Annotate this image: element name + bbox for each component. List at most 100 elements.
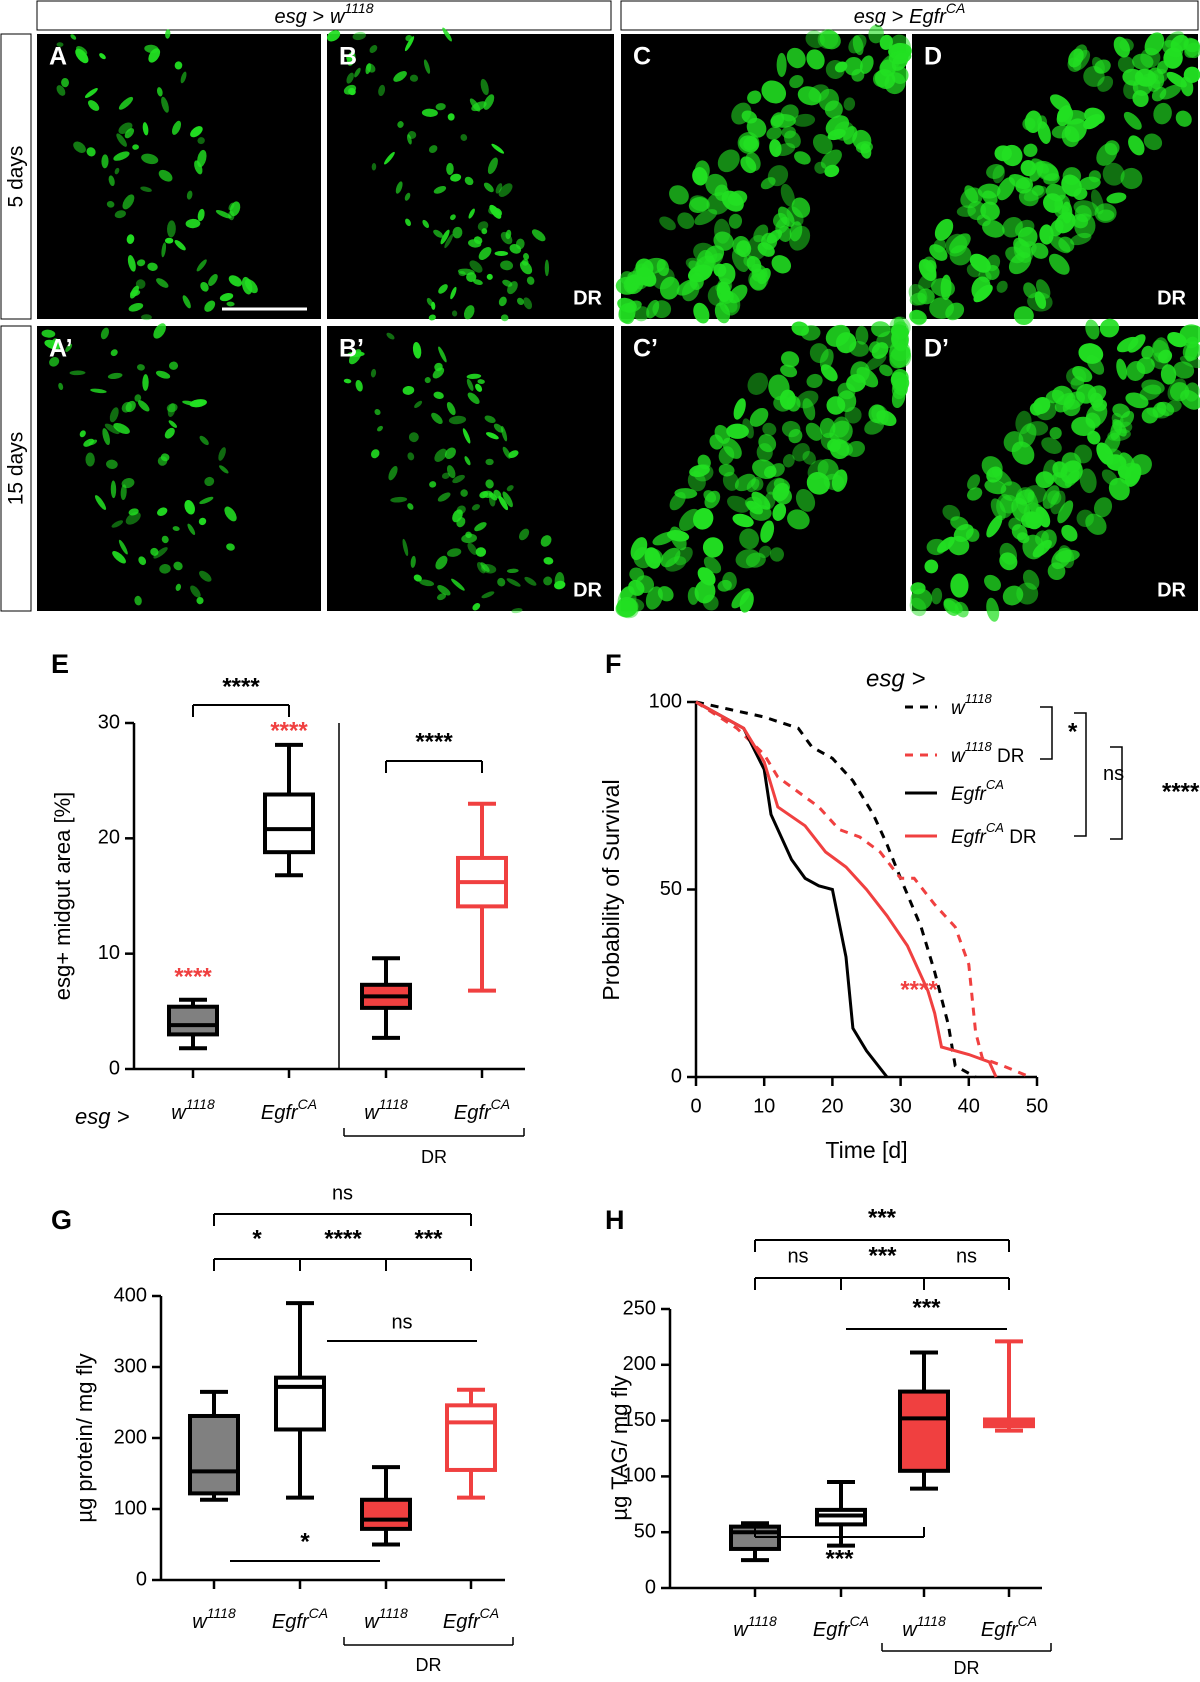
cell bbox=[479, 491, 489, 499]
cell bbox=[1008, 174, 1031, 190]
cell bbox=[491, 143, 505, 154]
cell bbox=[728, 213, 743, 229]
cell bbox=[405, 218, 411, 227]
cell bbox=[451, 310, 458, 317]
cell bbox=[1048, 253, 1070, 275]
cell bbox=[1126, 361, 1146, 381]
cell bbox=[108, 175, 115, 187]
cell bbox=[452, 226, 463, 239]
significance-label: **** bbox=[415, 728, 453, 755]
cell bbox=[366, 63, 376, 73]
significance-label: **** bbox=[270, 717, 308, 744]
cell bbox=[485, 432, 499, 440]
cell bbox=[1141, 379, 1165, 395]
cell bbox=[986, 597, 1000, 622]
cell bbox=[1116, 358, 1128, 380]
cell bbox=[1034, 398, 1057, 421]
cell bbox=[554, 572, 565, 589]
text-part: CA bbox=[298, 1096, 317, 1112]
cell bbox=[543, 576, 553, 586]
group-label: DR bbox=[954, 1658, 980, 1678]
cell bbox=[433, 185, 447, 194]
cell bbox=[909, 292, 927, 306]
cell bbox=[120, 484, 127, 501]
text-part: 1118 bbox=[748, 1613, 777, 1629]
micrograph bbox=[327, 326, 614, 611]
cell bbox=[749, 407, 769, 427]
cell bbox=[694, 160, 710, 181]
significance-label: * bbox=[1068, 718, 1078, 745]
cell bbox=[1143, 133, 1163, 151]
cell bbox=[446, 162, 454, 176]
survival-line bbox=[695, 700, 998, 1078]
survival-line bbox=[695, 700, 1031, 1079]
cell bbox=[327, 30, 341, 42]
cell bbox=[142, 122, 149, 136]
cell bbox=[164, 237, 174, 244]
cell bbox=[766, 477, 785, 495]
cell bbox=[125, 511, 141, 525]
cell bbox=[982, 219, 1005, 238]
cell bbox=[931, 587, 943, 605]
cell bbox=[228, 275, 243, 287]
cell bbox=[771, 255, 792, 274]
text-part: DR bbox=[992, 746, 1025, 767]
cell bbox=[406, 134, 412, 145]
panel-letter: E bbox=[51, 649, 69, 679]
cell bbox=[121, 478, 135, 489]
cell bbox=[693, 302, 710, 324]
cell bbox=[733, 398, 746, 420]
cell bbox=[69, 370, 86, 376]
cell bbox=[719, 289, 734, 304]
cell bbox=[475, 547, 487, 557]
cell bbox=[1085, 319, 1100, 340]
cell bbox=[424, 377, 431, 384]
cell bbox=[769, 139, 782, 158]
cell bbox=[388, 466, 398, 481]
box bbox=[167, 1004, 219, 1037]
cell bbox=[468, 208, 475, 219]
cell bbox=[447, 548, 462, 557]
cell bbox=[486, 273, 493, 280]
cell bbox=[410, 555, 416, 568]
text-part: Egfr bbox=[443, 1611, 481, 1633]
header-box bbox=[620, 0, 1199, 31]
cell bbox=[802, 450, 816, 465]
cell bbox=[780, 364, 798, 378]
cell bbox=[471, 101, 487, 112]
y-tick-label: 200 bbox=[623, 1353, 656, 1375]
cell bbox=[999, 552, 1018, 571]
cell bbox=[483, 94, 495, 110]
cell bbox=[891, 321, 909, 341]
cell bbox=[1101, 469, 1118, 486]
cell bbox=[134, 394, 142, 402]
significance-label: *** bbox=[414, 1225, 443, 1252]
text-part: w bbox=[951, 698, 966, 719]
cell bbox=[746, 478, 760, 493]
cell bbox=[404, 192, 411, 201]
cell bbox=[674, 546, 693, 566]
cell bbox=[737, 132, 760, 154]
cell bbox=[773, 212, 788, 228]
cell bbox=[808, 84, 830, 103]
cell bbox=[833, 121, 855, 141]
cell bbox=[157, 507, 168, 516]
cell bbox=[1000, 481, 1022, 502]
cell bbox=[1022, 569, 1040, 590]
cell bbox=[174, 240, 186, 251]
cell bbox=[1011, 441, 1035, 465]
cell bbox=[731, 588, 751, 609]
cell bbox=[196, 259, 207, 272]
text-part: w bbox=[951, 746, 966, 767]
cell bbox=[1102, 162, 1125, 186]
cell bbox=[1032, 539, 1052, 558]
x-tick-label: EgfrCA bbox=[261, 1096, 317, 1125]
cell bbox=[395, 181, 403, 194]
cell bbox=[1056, 107, 1074, 126]
cell bbox=[677, 212, 695, 229]
cell bbox=[147, 262, 158, 271]
text-part: esg > bbox=[274, 6, 323, 28]
cell bbox=[378, 84, 386, 97]
cell bbox=[56, 42, 64, 47]
cell bbox=[409, 74, 419, 82]
